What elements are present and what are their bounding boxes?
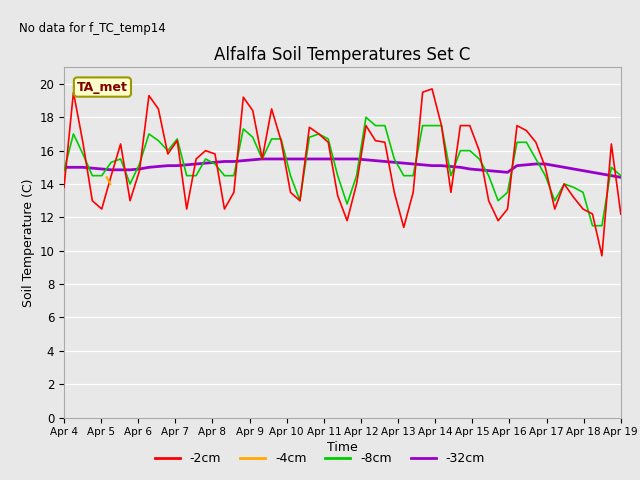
-32cm [617,174,625,180]
X-axis label: Time: Time [327,442,358,455]
Legend: -2cm, -4cm, -8cm, -32cm: -2cm, -4cm, -8cm, -32cm [150,447,490,470]
Title: Alfalfa Soil Temperatures Set C: Alfalfa Soil Temperatures Set C [214,46,470,64]
-2cm [154,106,162,112]
-32cm [239,158,247,164]
-32cm [60,165,68,170]
-32cm [154,164,162,169]
-8cm [202,156,209,162]
-2cm [239,95,247,100]
-8cm [589,223,596,228]
-4cm [103,174,111,180]
-2cm [410,190,417,195]
Line: -8cm: -8cm [64,117,621,226]
-8cm [60,168,68,174]
-2cm [202,148,209,154]
-8cm [239,126,247,132]
-32cm [419,162,426,168]
Text: No data for f_TC_temp14: No data for f_TC_temp14 [19,22,166,35]
-8cm [221,173,228,179]
-2cm [617,211,625,217]
Line: -4cm: -4cm [107,177,111,184]
-2cm [428,86,436,92]
-2cm [598,253,606,259]
Line: -2cm: -2cm [64,89,621,256]
Text: TA_met: TA_met [77,81,128,94]
-8cm [249,134,257,140]
-8cm [154,138,162,144]
Line: -32cm: -32cm [64,159,621,177]
-8cm [419,123,426,129]
-32cm [249,157,257,163]
-2cm [60,184,68,190]
-4cm [106,181,115,187]
-8cm [617,173,625,179]
-32cm [221,158,228,164]
-32cm [202,160,209,166]
-8cm [362,114,370,120]
-2cm [249,108,257,113]
-32cm [259,156,266,162]
-2cm [221,206,228,212]
Y-axis label: Soil Temperature (C): Soil Temperature (C) [22,178,35,307]
